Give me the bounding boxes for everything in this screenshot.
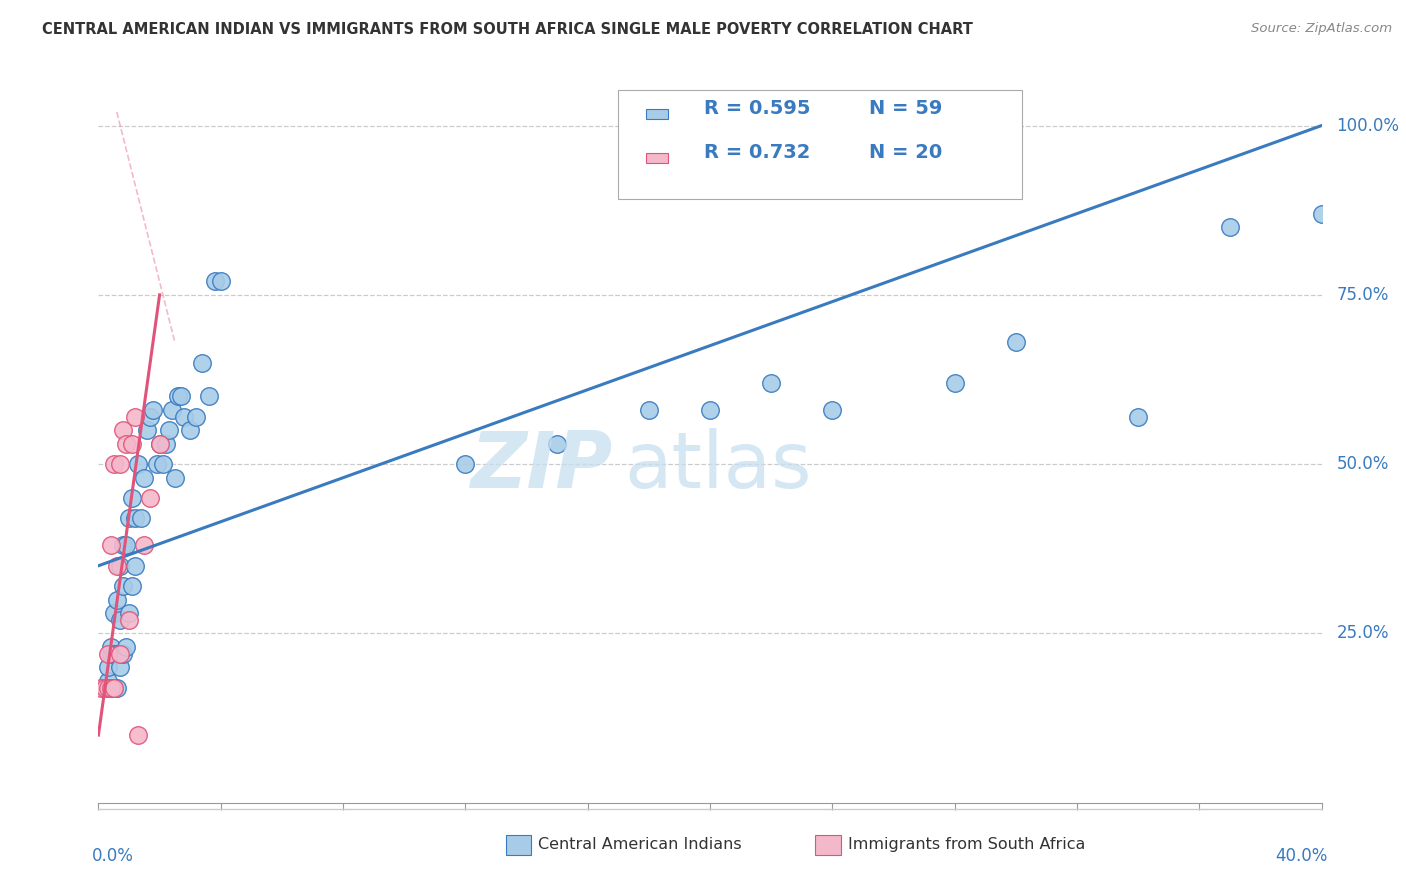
Point — [186, 409, 208, 424]
Point — [115, 437, 138, 451]
Text: 100.0%: 100.0% — [1336, 117, 1399, 135]
Point — [97, 647, 120, 661]
Point — [111, 579, 134, 593]
Point — [163, 471, 186, 485]
Point — [134, 538, 156, 552]
Point — [100, 681, 122, 695]
Point — [105, 647, 128, 661]
Text: ZIP: ZIP — [470, 428, 612, 504]
Text: Central American Indians: Central American Indians — [538, 838, 742, 852]
Point — [155, 437, 177, 451]
Point — [149, 437, 172, 451]
Point — [149, 437, 172, 451]
Point — [115, 538, 138, 552]
Point — [1310, 206, 1333, 220]
Point — [121, 437, 143, 451]
Point — [204, 274, 226, 288]
Point — [139, 491, 162, 505]
Point — [100, 640, 122, 654]
Point — [108, 457, 131, 471]
Point — [160, 403, 183, 417]
Point — [197, 389, 219, 403]
Text: 25.0%: 25.0% — [1336, 624, 1389, 642]
Point — [157, 423, 180, 437]
Point — [167, 389, 190, 403]
Point — [1219, 220, 1241, 235]
Point — [943, 376, 966, 390]
Point — [173, 409, 195, 424]
Point — [124, 409, 146, 424]
Point — [118, 511, 141, 525]
Point — [699, 403, 721, 417]
Bar — [647, 153, 668, 162]
Point — [90, 681, 112, 695]
Point — [124, 511, 146, 525]
Point — [100, 681, 122, 695]
Text: 0.0%: 0.0% — [93, 847, 134, 864]
Point — [105, 681, 128, 695]
Point — [118, 613, 141, 627]
Point — [454, 457, 477, 471]
Point — [759, 376, 782, 390]
Point — [170, 389, 193, 403]
Text: 75.0%: 75.0% — [1336, 285, 1389, 304]
Point — [121, 579, 143, 593]
Point — [127, 728, 149, 742]
Point — [1004, 335, 1026, 350]
Point — [191, 355, 214, 369]
Point — [103, 681, 125, 695]
Text: 50.0%: 50.0% — [1336, 455, 1389, 473]
Text: Immigrants from South Africa: Immigrants from South Africa — [848, 838, 1085, 852]
Point — [105, 592, 128, 607]
Text: N = 59: N = 59 — [869, 99, 942, 118]
Point — [100, 647, 122, 661]
Point — [637, 403, 661, 417]
Point — [136, 423, 159, 437]
Text: Source: ZipAtlas.com: Source: ZipAtlas.com — [1251, 22, 1392, 36]
Text: R = 0.732: R = 0.732 — [704, 143, 810, 162]
Point — [134, 471, 156, 485]
Point — [179, 423, 201, 437]
Point — [127, 457, 149, 471]
Point — [108, 558, 131, 573]
Point — [111, 647, 134, 661]
Point — [124, 558, 146, 573]
Point — [93, 681, 115, 695]
Point — [108, 660, 131, 674]
Point — [97, 673, 120, 688]
Point — [152, 457, 174, 471]
Point — [97, 681, 120, 695]
Point — [1128, 409, 1150, 424]
Point — [97, 660, 120, 674]
Text: 40.0%: 40.0% — [1275, 847, 1327, 864]
Point — [103, 457, 125, 471]
Point — [209, 274, 232, 288]
Text: CENTRAL AMERICAN INDIAN VS IMMIGRANTS FROM SOUTH AFRICA SINGLE MALE POVERTY CORR: CENTRAL AMERICAN INDIAN VS IMMIGRANTS FR… — [42, 22, 973, 37]
Point — [103, 647, 125, 661]
Point — [108, 613, 131, 627]
Point — [121, 491, 143, 505]
Point — [129, 511, 152, 525]
Text: R = 0.595: R = 0.595 — [704, 99, 810, 118]
FancyBboxPatch shape — [619, 90, 1022, 200]
Point — [142, 403, 165, 417]
Point — [546, 437, 568, 451]
Point — [111, 538, 134, 552]
Point — [103, 606, 125, 620]
Bar — [647, 109, 668, 119]
Point — [93, 681, 115, 695]
Point — [105, 558, 128, 573]
Point — [145, 457, 167, 471]
Text: N = 20: N = 20 — [869, 143, 942, 162]
Point — [111, 423, 134, 437]
Point — [115, 640, 138, 654]
Point — [118, 606, 141, 620]
Point — [103, 681, 125, 695]
Point — [100, 538, 122, 552]
Point — [108, 647, 131, 661]
Point — [821, 403, 844, 417]
Text: atlas: atlas — [624, 428, 811, 504]
Point — [139, 409, 162, 424]
